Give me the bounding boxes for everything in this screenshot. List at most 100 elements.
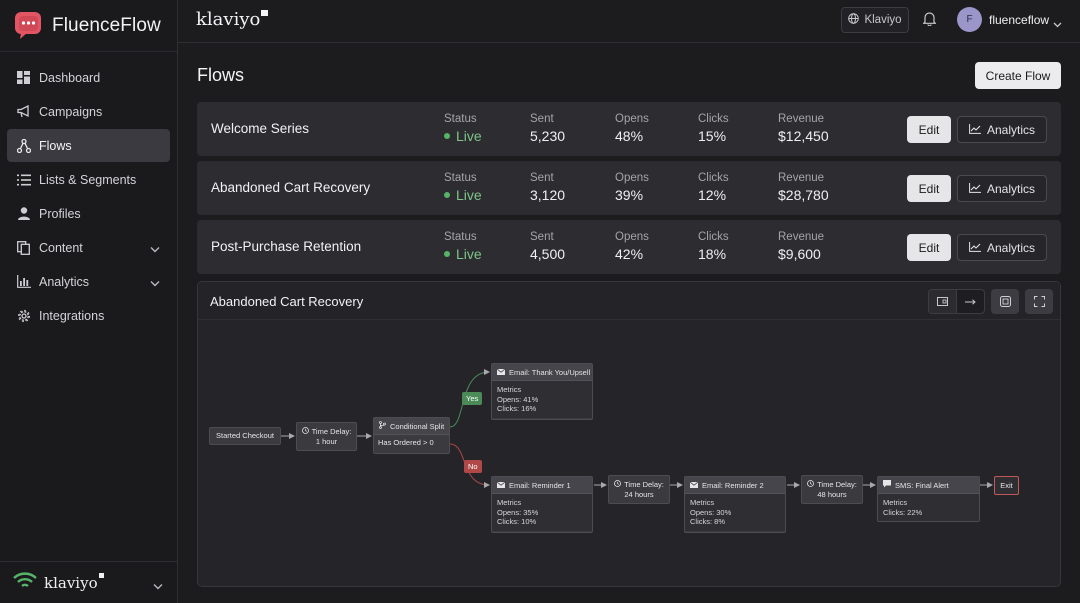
sidebar-item-dashboard[interactable]: Dashboard xyxy=(7,61,170,94)
sidebar: FluenceFlow Dashboard Campaigns Flows Li… xyxy=(0,0,178,603)
status-stat: Status Live xyxy=(444,113,482,144)
clicks-label: Clicks xyxy=(698,231,729,243)
time-delay-node-1[interactable]: Time Delay: 1 hour xyxy=(296,422,357,451)
sidebar-item-label: Profiles xyxy=(39,206,81,221)
metric-clicks: Clicks: 10% xyxy=(497,517,537,526)
flow-canvas[interactable]: Started Checkout Time Delay: 1 hour Cond… xyxy=(198,320,1060,586)
flow-name[interactable]: Abandoned Cart Recovery xyxy=(211,180,371,195)
sidebar-item-lists-segments[interactable]: Lists & Segments xyxy=(7,163,170,196)
fullscreen-icon[interactable] xyxy=(1025,289,1053,314)
screenshot-icon[interactable] xyxy=(991,289,1019,314)
time-delay-node-2[interactable]: Time Delay: 24 hours xyxy=(608,475,670,504)
arrow-right-icon[interactable] xyxy=(957,290,984,313)
avatar[interactable]: F xyxy=(957,7,982,32)
flow-diagram-panel: Abandoned Cart Recovery xyxy=(197,281,1061,587)
wifi-logo-icon xyxy=(12,571,38,594)
status-value: Live xyxy=(456,246,482,262)
analytics-button-label: Analytics xyxy=(986,122,1036,137)
metric-clicks: Clicks: 16% xyxy=(497,404,537,413)
chevron-down-icon[interactable] xyxy=(153,577,163,595)
sidebar-item-integrations[interactable]: Integrations xyxy=(7,299,170,332)
conditional-split-node[interactable]: Conditional Split Has Ordered > 0 xyxy=(373,417,450,454)
megaphone-icon xyxy=(16,104,31,119)
brand-logo-icon xyxy=(14,11,44,41)
sidebar-item-flows[interactable]: Flows xyxy=(7,129,170,162)
gear-icon xyxy=(16,308,31,323)
clock-icon xyxy=(614,479,622,490)
status-label: Status xyxy=(444,172,477,184)
sms-metrics: Metrics Clicks: 22% xyxy=(878,494,979,521)
email-node-reminder-1[interactable]: Email: Reminder 1 Metrics Opens: 35% Cli… xyxy=(491,476,593,533)
brand[interactable]: FluenceFlow xyxy=(0,0,177,52)
user-name[interactable]: fluenceflow xyxy=(989,13,1050,27)
time-delay-title: Time Delay: xyxy=(817,479,857,489)
status-badge: Live xyxy=(444,128,482,144)
email-metrics: Metrics Opens: 35% Clicks: 10% xyxy=(492,494,592,531)
sidebar-item-analytics[interactable]: Analytics xyxy=(7,265,170,298)
line-chart-icon xyxy=(969,123,981,137)
analytics-button[interactable]: Analytics xyxy=(957,234,1047,261)
edit-button[interactable]: Edit xyxy=(907,116,951,143)
sms-icon xyxy=(883,480,891,490)
klaviyo-logo[interactable]: klaviyo xyxy=(196,9,269,30)
chevron-down-icon[interactable] xyxy=(150,276,160,290)
flow-row-post-purchase[interactable]: Post-Purchase Retention Status Live Sent… xyxy=(197,220,1061,274)
edit-button[interactable]: Edit xyxy=(907,175,951,202)
revenue-label: Revenue xyxy=(778,231,825,243)
status-stat: Status Live xyxy=(444,231,482,262)
opens-value: 48% xyxy=(615,128,644,144)
chevron-down-icon[interactable] xyxy=(1053,15,1062,33)
time-delay-content: Time Delay: 1 hour xyxy=(301,427,351,447)
email-metrics: Metrics Opens: 41% Clicks: 16% xyxy=(492,381,592,418)
top-bar: klaviyo Klaviyo F fluenceflow xyxy=(178,0,1080,43)
opens-stat: Opens 48% xyxy=(615,113,649,144)
metric-clicks: Clicks: 8% xyxy=(690,517,726,526)
time-delay-node-3[interactable]: Time Delay: 48 hours xyxy=(801,475,863,504)
time-delay-content: Time Delay: 24 hours xyxy=(614,480,664,500)
email-title: Email: Reminder 2 xyxy=(702,480,764,490)
email-header: Email: Reminder 2 xyxy=(685,477,785,494)
opens-value: 39% xyxy=(615,187,644,203)
flow-row-welcome-series[interactable]: Welcome Series Status Live Sent 5,230 Op… xyxy=(197,102,1061,156)
analytics-button[interactable]: Analytics xyxy=(957,175,1047,202)
sidebar-item-content[interactable]: Content xyxy=(7,231,170,264)
metrics-label: Metrics xyxy=(497,498,522,507)
exit-node[interactable]: Exit xyxy=(994,476,1019,495)
chevron-down-icon[interactable] xyxy=(150,242,160,256)
clicks-value: 12% xyxy=(698,187,727,203)
status-label: Status xyxy=(444,231,477,243)
clock-icon xyxy=(807,479,815,490)
panel-view-icon[interactable] xyxy=(929,290,957,313)
flow-name[interactable]: Welcome Series xyxy=(211,121,310,136)
account-button[interactable]: Klaviyo xyxy=(841,7,909,33)
trigger-label: Started Checkout xyxy=(216,431,274,440)
create-flow-button[interactable]: Create Flow xyxy=(975,62,1061,89)
workspace-switcher[interactable]: klaviyo xyxy=(0,561,178,603)
sent-label: Sent xyxy=(530,113,554,125)
split-condition: Has Ordered > 0 xyxy=(378,438,434,447)
email-node-upsell[interactable]: Email: Thank You/Upsell Metrics Opens: 4… xyxy=(491,363,593,420)
yes-branch-tag: Yes xyxy=(462,392,483,405)
mail-icon xyxy=(689,481,699,490)
email-title: Email: Reminder 1 xyxy=(509,480,571,490)
metrics-label: Metrics xyxy=(883,498,908,507)
bell-icon[interactable] xyxy=(922,11,937,31)
sms-node[interactable]: SMS: Final Alert Metrics Clicks: 22% xyxy=(877,476,980,522)
sidebar-item-label: Integrations xyxy=(39,308,105,323)
edit-button[interactable]: Edit xyxy=(907,234,951,261)
sidebar-item-profiles[interactable]: Profiles xyxy=(7,197,170,230)
status-badge: Live xyxy=(444,187,482,203)
email-node-reminder-2[interactable]: Email: Reminder 2 Metrics Opens: 30% Cli… xyxy=(684,476,786,533)
sidebar-item-label: Campaigns xyxy=(39,104,103,119)
line-chart-icon xyxy=(969,241,981,255)
flow-row-abandoned-cart[interactable]: Abandoned Cart Recovery Status Live Sent… xyxy=(197,161,1061,215)
flow-name[interactable]: Post-Purchase Retention xyxy=(211,239,362,254)
live-dot-icon xyxy=(444,251,450,257)
opens-stat: Opens 42% xyxy=(615,231,649,262)
analytics-button[interactable]: Analytics xyxy=(957,116,1047,143)
live-dot-icon xyxy=(444,192,450,198)
analytics-button-label: Analytics xyxy=(986,181,1036,196)
sidebar-item-campaigns[interactable]: Campaigns xyxy=(7,95,170,128)
opens-value: 42% xyxy=(615,246,644,262)
trigger-node[interactable]: Started Checkout xyxy=(209,427,281,445)
